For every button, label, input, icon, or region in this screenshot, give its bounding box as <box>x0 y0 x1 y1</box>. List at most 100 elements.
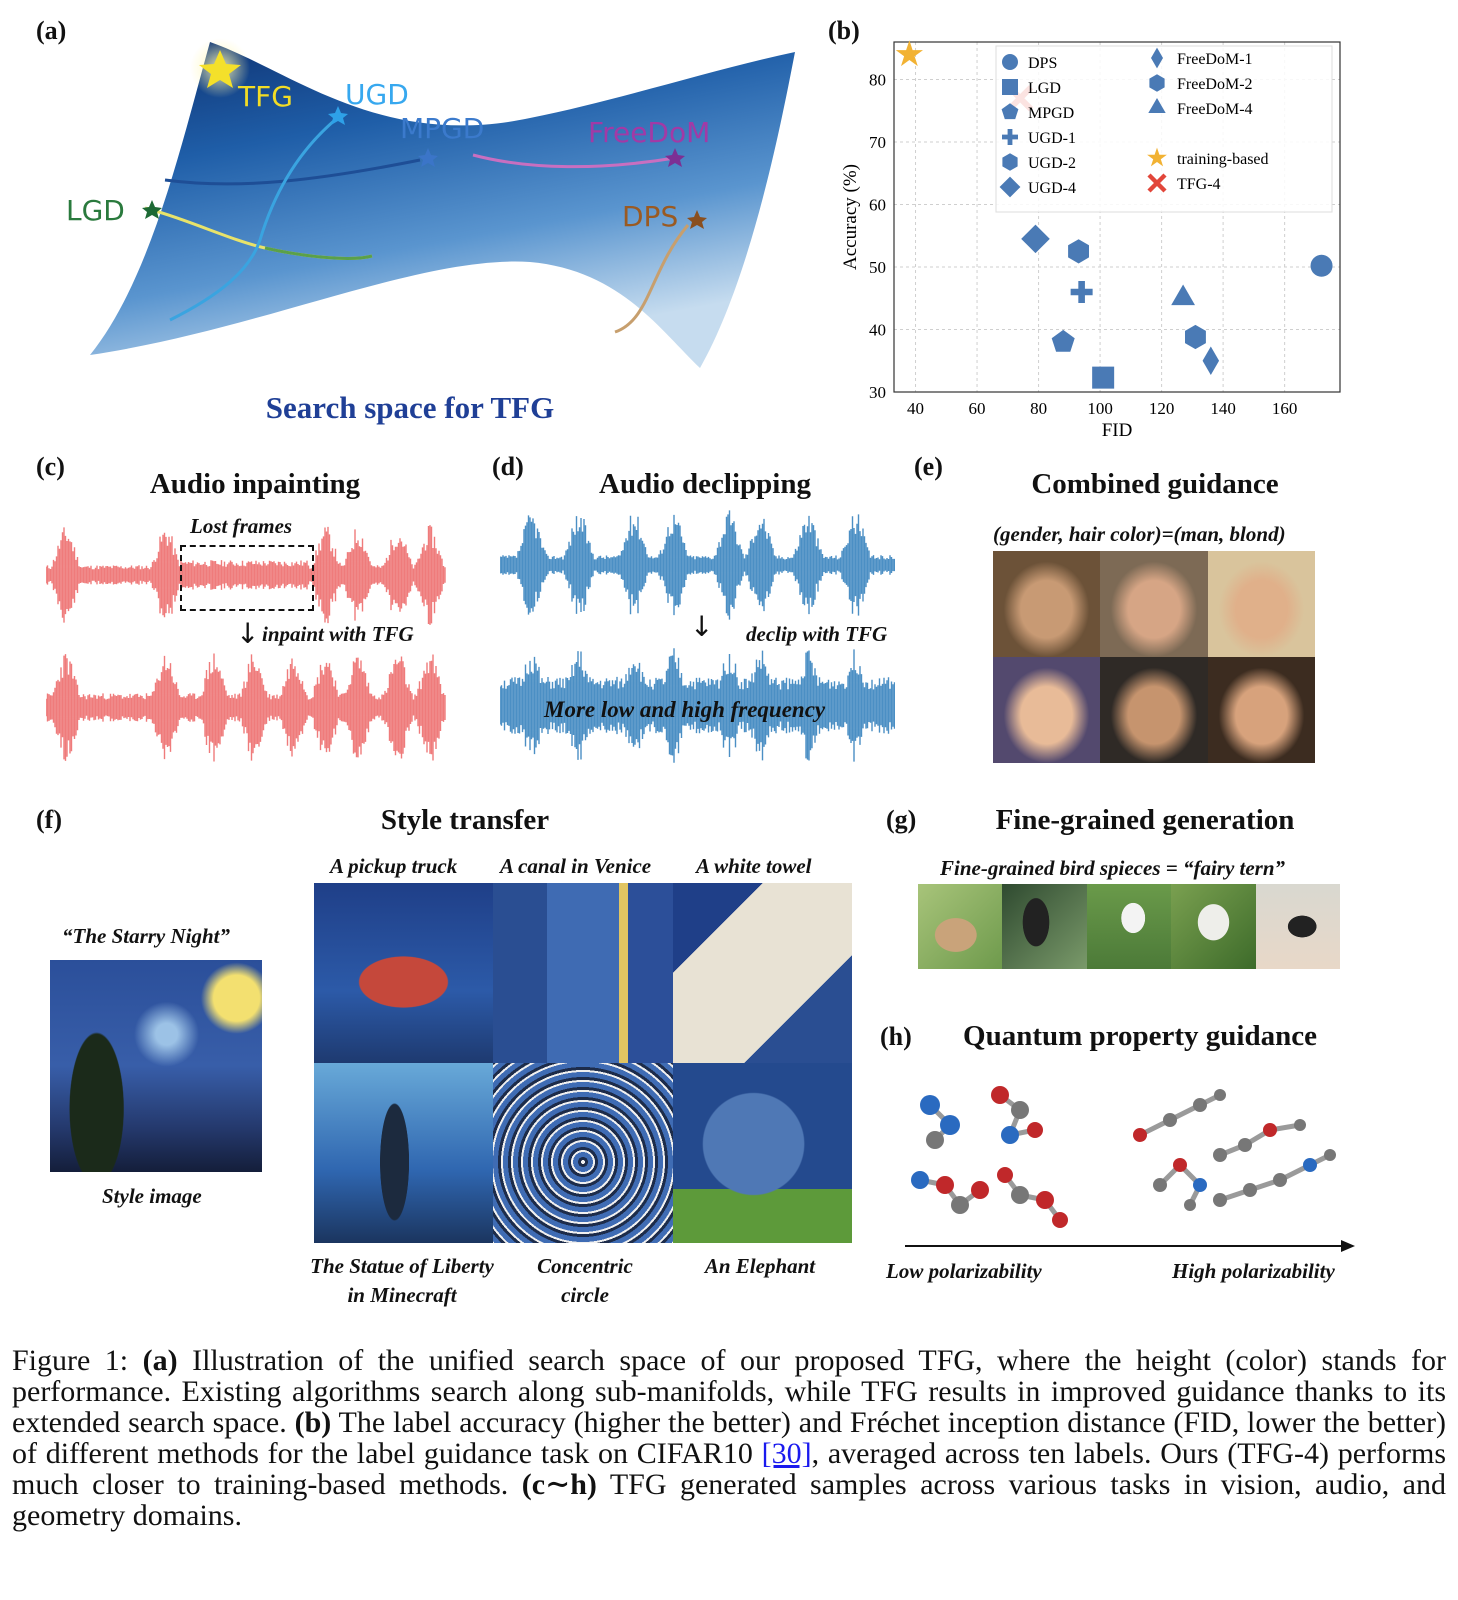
bird-images <box>918 884 1340 969</box>
generated-image <box>672 883 852 1063</box>
generated-image <box>672 1063 852 1243</box>
down-arrow-icon: ↓ <box>236 617 260 650</box>
style-image-name: “The Starry Night” <box>62 924 231 948</box>
y-axis-label: Accuracy (%) <box>840 164 861 270</box>
style-image-starry-night <box>50 960 262 1172</box>
panel-e-subtitle: (gender, hair color)=(man, blond) <box>993 522 1286 546</box>
x-tick-label: 80 <box>1030 399 1047 418</box>
waveform-trace <box>500 510 895 620</box>
x-tick-label: 160 <box>1272 399 1298 418</box>
panel-f-title: Style transfer <box>380 804 550 836</box>
molecule-illustration <box>911 1086 1336 1228</box>
legend-marker <box>1147 173 1167 193</box>
data-point-ugd-2 <box>1068 239 1089 264</box>
inpaint-label: inpaint with TFG <box>262 622 414 646</box>
y-tick-label: 60 <box>869 196 886 215</box>
caption-b-text-2: , averaged across ten labels. Ours (TFG-… <box>12 1437 1446 1501</box>
generated-image <box>314 1063 494 1243</box>
caption-ch-tag: (c∼h) <box>521 1468 597 1501</box>
legend-marker <box>999 176 1021 198</box>
generated-image <box>493 883 673 1063</box>
figure-caption: Figure 1: (a) Illustration of the unifie… <box>12 1345 1446 1531</box>
caption-top-3: A white towel <box>696 854 812 878</box>
y-tick-label: 50 <box>869 258 886 277</box>
caption-top-1: A pickup truck <box>330 854 458 878</box>
panel-g-label: (g) <box>886 805 917 834</box>
legend-label: FreeDoM-4 <box>1177 101 1253 118</box>
panel-c-label: (c) <box>36 452 65 481</box>
citation-link[interactable]: [30] <box>761 1437 812 1470</box>
caption-top-2: A canal in Venice <box>500 854 652 878</box>
label-ugd: UGD <box>345 78 409 111</box>
search-space-surface <box>90 38 795 368</box>
panel-a-label: (a) <box>36 16 67 45</box>
x-axis-label: FID <box>1102 420 1133 441</box>
face-image <box>1207 657 1315 763</box>
legend-label: UGD-1 <box>1028 130 1076 147</box>
style-image-caption: Style image <box>102 1184 202 1208</box>
data-point-mpgd <box>1051 329 1075 352</box>
legend-label: FreeDoM-2 <box>1177 76 1253 93</box>
data-point-dps <box>1310 254 1333 277</box>
bird-image <box>918 884 1003 969</box>
caption-ch-text: TFG generated samples across various tas… <box>12 1468 1446 1532</box>
caption-bottom-2: Concentric circle <box>537 1254 633 1307</box>
generated-image <box>493 1063 673 1243</box>
face-grid <box>993 551 1315 763</box>
y-tick-label: 30 <box>869 383 886 402</box>
lost-frames-label: Lost frames <box>190 514 293 538</box>
legend-label: TFG-4 <box>1177 176 1221 193</box>
legend-marker <box>1002 79 1018 95</box>
panel-g-title: Fine-grained generation <box>995 804 1295 836</box>
label-lgd: LGD <box>66 194 125 227</box>
panel-e-label: (e) <box>914 452 943 481</box>
plot-frame <box>893 41 1341 393</box>
caption-a-text: Illustration of the unified search space… <box>12 1344 1446 1439</box>
panel-g-subtitle: Fine-grained bird spieces = “fairy tern” <box>940 856 1286 880</box>
label-freedom: FreeDoM <box>588 116 711 149</box>
caption-bottom-3: An Elephant <box>704 1254 816 1278</box>
legend-label: UGD-2 <box>1028 155 1076 172</box>
panel-e-title: Combined guidance <box>1031 468 1279 500</box>
legend-marker <box>1002 129 1018 145</box>
legend-marker <box>1151 47 1163 69</box>
legend-label: FreeDoM-1 <box>1177 51 1253 68</box>
bird-image <box>1255 884 1340 969</box>
x-tick-label: 40 <box>907 399 924 418</box>
legend-marker <box>1001 103 1019 120</box>
audio-wave-inpainted <box>46 653 446 762</box>
data-point-freedom-4 <box>1171 284 1195 306</box>
panel-b-label: (b) <box>828 16 860 45</box>
low-polarizability-label: Low polarizability <box>886 1259 1042 1283</box>
legend-marker <box>1147 147 1167 167</box>
data-point-ugd-4 <box>1021 224 1050 254</box>
caption-b-tag: (b) <box>294 1406 332 1439</box>
panel-h-label: (h) <box>880 1022 912 1051</box>
data-point-freedom-2 <box>1185 324 1206 350</box>
x-tick-label: 120 <box>1149 399 1175 418</box>
audio-wave-clipped <box>500 510 895 620</box>
data-point-lgd <box>1092 366 1115 389</box>
y-tick-label: 70 <box>869 133 886 152</box>
legend-label: DPS <box>1028 55 1057 72</box>
legend-label: training-based <box>1177 151 1269 168</box>
legend-box <box>995 45 1333 213</box>
x-tick-label: 100 <box>1087 399 1113 418</box>
audio-wave-declipped <box>500 648 895 763</box>
face-image <box>993 551 1101 657</box>
panel-a-title: Search space for TFG <box>265 390 555 425</box>
label-mpgd: MPGD <box>400 112 485 145</box>
style-transfer-grid <box>314 883 852 1243</box>
caption-a-tag: (a) <box>142 1344 178 1377</box>
waveform-trace <box>500 648 895 763</box>
panel-f-label: (f) <box>36 805 62 834</box>
legend-marker <box>1002 54 1018 70</box>
face-image <box>1100 657 1208 763</box>
legend-label: MPGD <box>1028 105 1074 122</box>
legend-marker <box>1148 98 1166 113</box>
caption-bottom-1: The Statue of Liberty in Minecraft <box>310 1254 494 1307</box>
bird-image <box>1086 884 1172 969</box>
y-tick-label: 80 <box>869 71 886 90</box>
bird-image <box>1002 884 1087 969</box>
x-tick-label: 140 <box>1210 399 1236 418</box>
